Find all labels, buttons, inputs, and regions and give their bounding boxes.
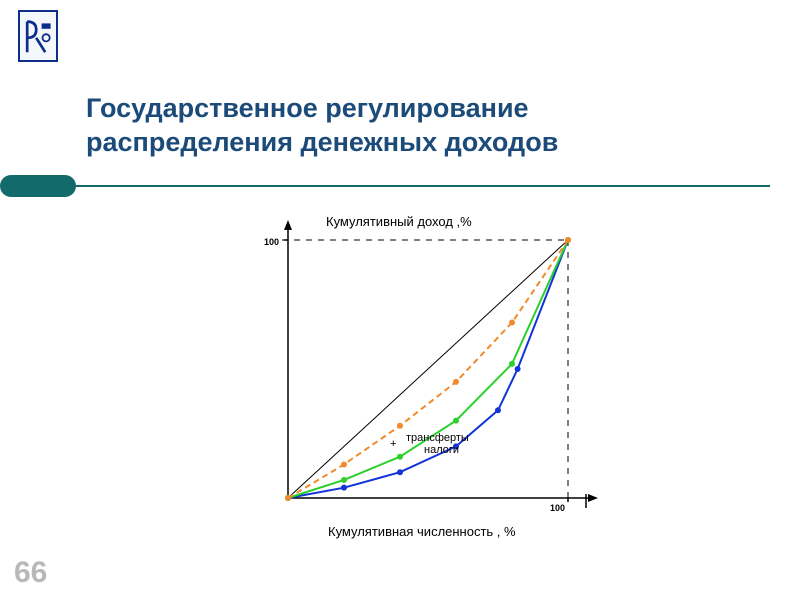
- title-underline: [0, 175, 800, 197]
- label-transfers: трансферты: [406, 432, 469, 444]
- y-tick-100: 100: [264, 237, 279, 247]
- y-axis-title: Кумулятивный доход ,%: [326, 214, 472, 229]
- page-number: 66: [0, 556, 800, 590]
- logo: [18, 10, 58, 62]
- slide-title: Государственное регулирование распределе…: [86, 92, 726, 160]
- lorenz-chart: Кумулятивный доход ,% Кумулятивная числе…: [218, 210, 618, 550]
- plus-sign: +: [390, 438, 396, 450]
- x-axis-title: Кумулятивная численность , %: [328, 524, 516, 539]
- x-tick-100: 100: [550, 503, 565, 513]
- slide-title-block: Государственное регулирование распределе…: [86, 92, 726, 160]
- label-taxes: налоги: [424, 444, 459, 456]
